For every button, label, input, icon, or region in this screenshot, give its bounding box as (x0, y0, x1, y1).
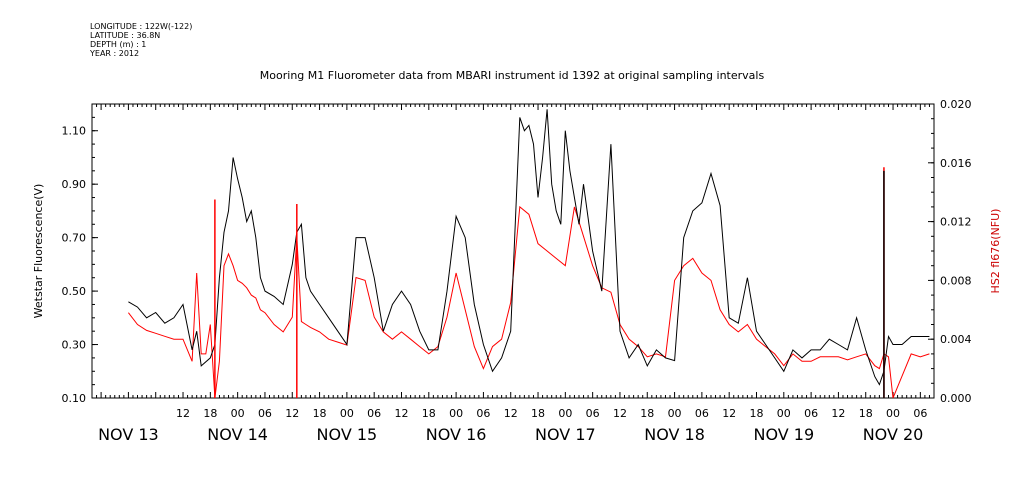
hour-tick-label: 12 (176, 407, 190, 420)
day-label: NOV 16 (426, 425, 487, 444)
y-axis-label-right: HS2 fl676(NFU) (989, 209, 1002, 294)
series-line-wetstar (128, 109, 930, 386)
right-y-tick-label: 0.000 (940, 392, 972, 405)
metadata-year: YEAR : 2012 (90, 49, 140, 58)
hour-tick-label: 12 (285, 407, 299, 420)
hour-tick-label: 12 (831, 407, 845, 420)
hour-tick-label: 18 (313, 407, 327, 420)
hour-tick-label: 12 (613, 407, 627, 420)
day-label: NOV 17 (535, 425, 596, 444)
hour-tick-label: 00 (668, 407, 682, 420)
hour-tick-label: 18 (422, 407, 436, 420)
day-label: NOV 20 (863, 425, 924, 444)
hour-tick-label: 06 (367, 407, 381, 420)
right-y-tick-label: 0.008 (940, 274, 972, 287)
metadata-latitude: LATITUDE : 36.8N (90, 31, 161, 40)
hour-tick-label: 18 (859, 407, 873, 420)
right-y-tick-label: 0.020 (940, 98, 972, 111)
hour-tick-label: 18 (203, 407, 217, 420)
hour-tick-label: 06 (586, 407, 600, 420)
chart-title: Mooring M1 Fluorometer data from MBARI i… (260, 69, 765, 82)
y-axis-label-left: Wetstar Fluorescence(V) (32, 184, 45, 319)
series-line-hs2 (128, 205, 930, 399)
day-label: NOV 14 (207, 425, 268, 444)
right-y-tick-label: 0.012 (940, 216, 972, 229)
hour-tick-label: 00 (558, 407, 572, 420)
left-y-tick-label: 0.10 (62, 392, 87, 405)
hour-tick-label: 12 (504, 407, 518, 420)
day-label: NOV 13 (98, 425, 159, 444)
left-y-tick-label: 1.10 (62, 125, 87, 138)
hour-tick-label: 18 (531, 407, 545, 420)
hour-tick-label: 12 (722, 407, 736, 420)
hour-tick-label: 18 (749, 407, 763, 420)
day-label: NOV 19 (753, 425, 814, 444)
hour-tick-label: 00 (231, 407, 245, 420)
hour-tick-label: 06 (695, 407, 709, 420)
hour-tick-label: 00 (449, 407, 463, 420)
hour-tick-label: 00 (886, 407, 900, 420)
day-label: NOV 18 (644, 425, 705, 444)
hour-tick-label: 12 (394, 407, 408, 420)
plot-frame (91, 103, 935, 399)
hour-tick-label: 00 (340, 407, 354, 420)
day-label: NOV 15 (317, 425, 378, 444)
left-y-tick-label: 0.70 (62, 232, 87, 245)
metadata-depth: DEPTH (m) : 1 (90, 40, 147, 49)
hour-tick-label: 06 (476, 407, 490, 420)
hour-tick-label: 00 (777, 407, 791, 420)
hour-tick-label: 18 (640, 407, 654, 420)
hour-tick-label: 06 (913, 407, 927, 420)
right-y-tick-label: 0.016 (940, 157, 972, 170)
hour-tick-label: 06 (258, 407, 272, 420)
hour-tick-label: 06 (804, 407, 818, 420)
right-y-tick-label: 0.004 (940, 333, 972, 346)
left-y-tick-label: 0.90 (62, 178, 87, 191)
left-y-tick-label: 0.30 (62, 339, 87, 352)
left-y-tick-label: 0.50 (62, 285, 87, 298)
metadata-longitude: LONGITUDE : 122W(-122) (90, 22, 193, 31)
